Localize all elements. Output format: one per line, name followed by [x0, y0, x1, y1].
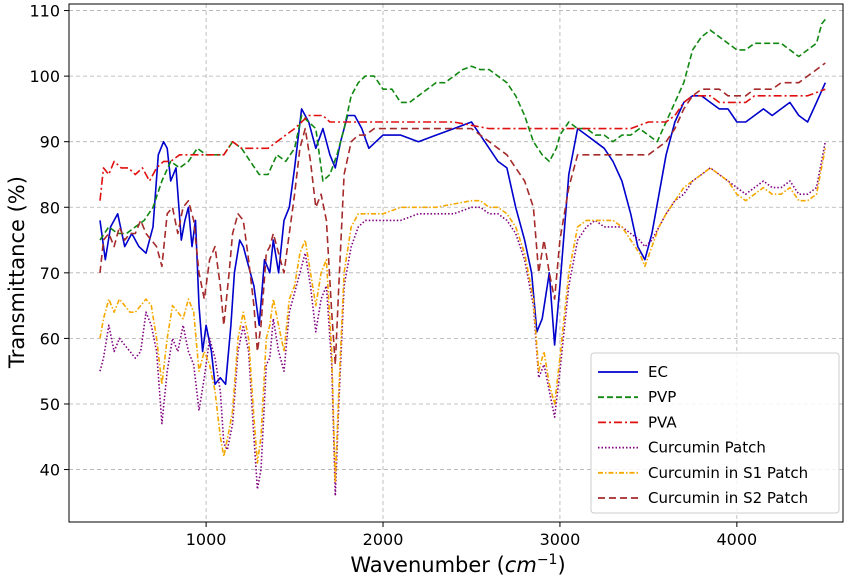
- y-tick-label: 100: [29, 67, 60, 86]
- y-tick-label: 70: [40, 264, 60, 283]
- y-axis-ticks: 40 50 60 70 80 90 100 110: [29, 2, 69, 480]
- x-axis-title: Wavenumber (cm−1): [350, 552, 565, 576]
- x-tick-label: 3000: [540, 530, 581, 549]
- x-tick-label: 4000: [716, 530, 757, 549]
- legend-label: Curcumin in S2 Patch: [648, 489, 808, 507]
- legend-label: PVA: [648, 413, 677, 431]
- legend: EC PVP PVA Curcumin Patch Curcumin in S1 Pat…: [590, 352, 840, 514]
- y-tick-label: 90: [40, 133, 60, 152]
- x-tick-label: 2000: [363, 530, 404, 549]
- series-line-3: [99, 88, 826, 201]
- x-tick-label: 1000: [186, 530, 227, 549]
- series-line-1: [99, 82, 827, 386]
- series-line-4: [99, 141, 827, 497]
- legend-label: Curcumin Patch: [648, 439, 766, 457]
- y-tick-label: 60: [40, 329, 60, 348]
- y-tick-label: 80: [40, 198, 60, 217]
- y-tick-label: 50: [40, 395, 60, 414]
- series-layer: [99, 16, 828, 497]
- legend-label: Curcumin in S1 Patch: [648, 464, 808, 482]
- y-tick-label: 110: [29, 2, 60, 21]
- series-line-5: [99, 148, 827, 484]
- x-axis-ticks: 1000 2000 3000 4000: [186, 522, 757, 549]
- grid-lines: [69, 4, 843, 522]
- plot-frame: [68, 3, 844, 523]
- legend-label: PVP: [648, 388, 676, 406]
- series-line-6: [99, 62, 826, 366]
- y-axis-title: Transmittance (%): [5, 176, 29, 369]
- legend-label: EC: [648, 363, 668, 381]
- y-tick-label: 40: [40, 461, 60, 480]
- legend-box: [590, 352, 840, 514]
